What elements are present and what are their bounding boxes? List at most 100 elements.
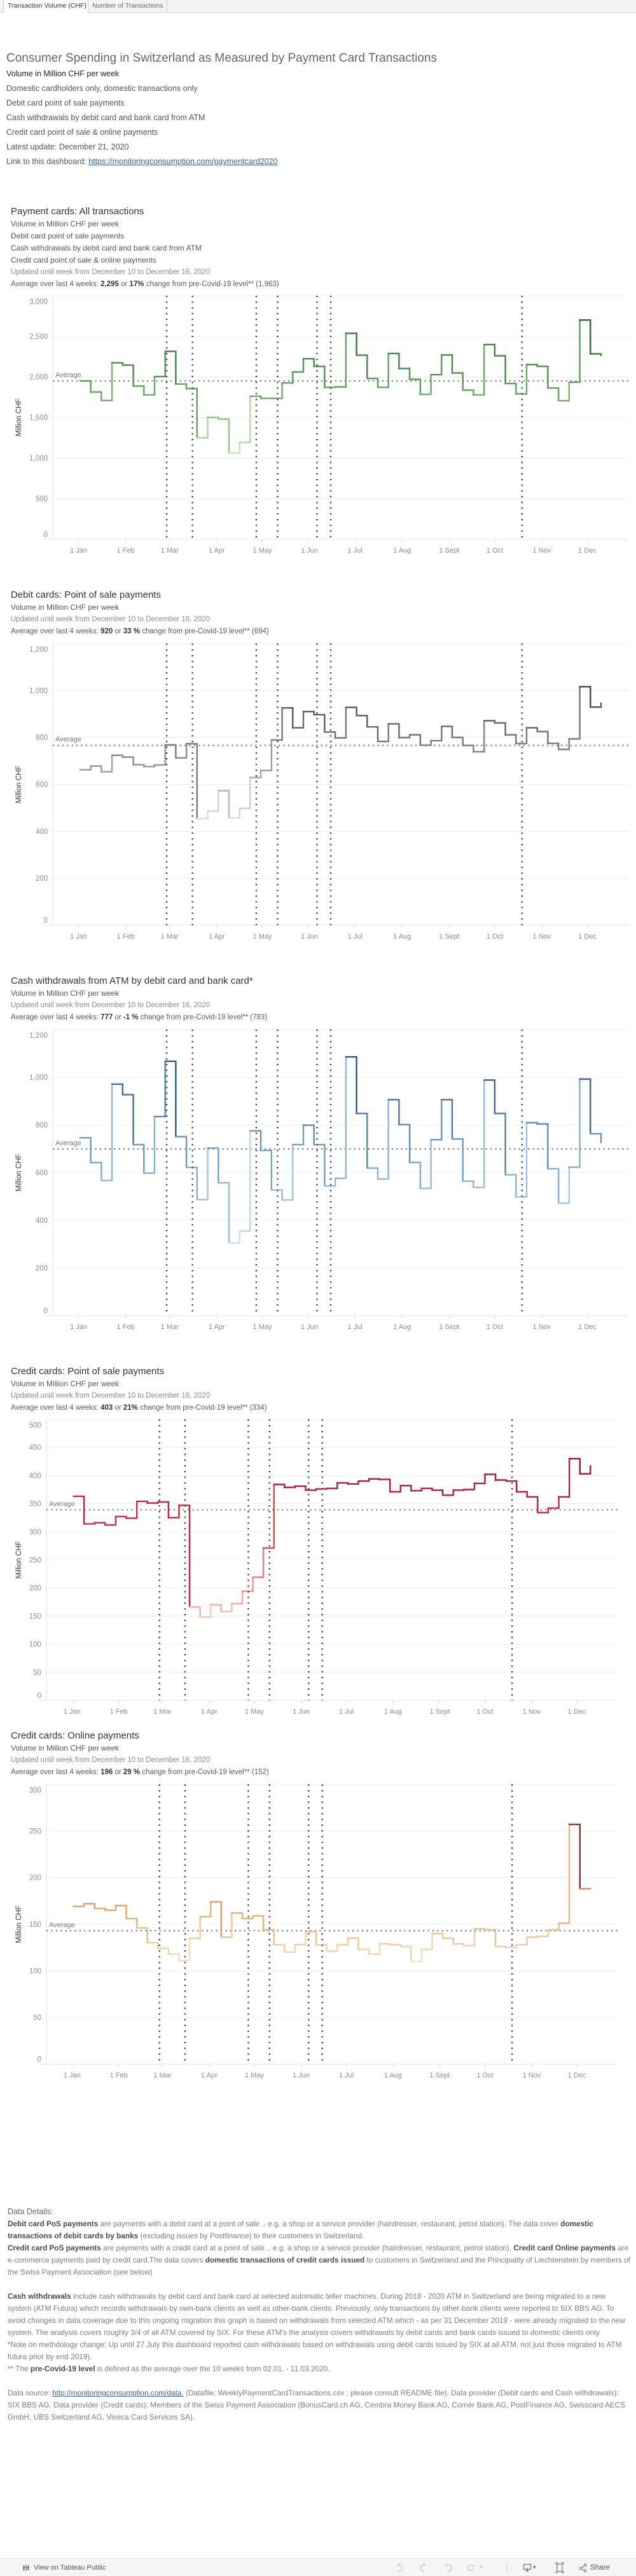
series-step-segment — [132, 764, 145, 768]
y-tick-label: 2,000 — [29, 374, 48, 382]
series-step-segment — [207, 417, 219, 420]
summary-suffix: change from pre-Covid-19 level** (783) — [138, 1014, 268, 1021]
series-step-segment — [569, 1457, 581, 1475]
series-step-segment — [526, 1496, 539, 1513]
series-step-segment — [114, 1515, 127, 1519]
series-step-segment — [207, 1147, 219, 1184]
series-step-segment — [281, 707, 294, 729]
y-tick-label: 200 — [29, 1585, 41, 1592]
series-step-segment — [398, 1124, 411, 1164]
refresh-dropdown-caret[interactable]: ▾ — [480, 2564, 483, 2570]
x-tick-label: 1 Jan — [70, 933, 87, 940]
series-step-segment — [238, 396, 251, 443]
series-step-segment — [430, 354, 443, 376]
tab-transaction-volume[interactable]: Transaction Volume (CHF) — [3, 0, 88, 13]
y-axis-title: Million CHF — [15, 399, 23, 436]
series-step-segment — [252, 1915, 265, 1931]
series-step-segment — [125, 1918, 138, 1929]
series-step-segment — [408, 1161, 422, 1189]
undo-button[interactable] — [395, 2559, 404, 2576]
x-tick-label: 1 May — [253, 547, 272, 554]
share-button[interactable]: Share — [579, 2559, 610, 2576]
x-tick-label: 1 Feb — [117, 547, 135, 554]
y-tick-label: 0 — [38, 1692, 41, 1700]
series-step-segment — [294, 1931, 307, 1946]
dashboard-link-prefix: Link to this dashboard: — [6, 157, 89, 166]
series-step-segment — [442, 1489, 454, 1496]
last-4-weeks-average: 196 — [100, 1768, 113, 1776]
y-tick-label: 200 — [36, 1265, 48, 1272]
x-tick-label: 1 Sept — [439, 547, 459, 554]
series-step-segment — [302, 358, 315, 368]
series-step-segment — [121, 1094, 134, 1146]
last-4-weeks-average: 403 — [100, 1404, 113, 1412]
redo-button[interactable] — [419, 2559, 428, 2576]
series-step-segment — [196, 417, 209, 439]
dashboard-link[interactable]: https://monitoringconsumption.com/paymen… — [88, 157, 278, 166]
series-step-segment — [199, 1901, 212, 1918]
chart-header-credit-online: Credit cards: Online payments Volume in … — [11, 1730, 269, 1779]
series-step-segment — [207, 790, 219, 812]
series-step-segment — [494, 1946, 507, 1948]
series-step-segment — [292, 358, 305, 373]
series-step-segment — [178, 1937, 191, 1962]
series-step-segment — [175, 743, 188, 759]
y-tick-label: 450 — [29, 1444, 41, 1452]
download-dropdown-caret[interactable]: ▾ — [533, 2564, 536, 2570]
series-step-segment — [146, 1501, 159, 1504]
series-step-segment — [241, 1576, 254, 1592]
series-step-segment — [305, 1931, 317, 1946]
series-step-segment — [451, 736, 464, 747]
chart-header-cash-withdrawals: Cash withdrawals from ATM by debit card … — [11, 975, 267, 1024]
series-step-segment — [451, 1138, 464, 1182]
series-step-segment — [111, 362, 123, 366]
details-precovid-definition: ** The pre-Covid-19 level is defined as … — [8, 2363, 631, 2375]
series-step-segment — [231, 1912, 244, 1920]
series-step-segment — [547, 387, 560, 402]
x-tick-label: 1 May — [245, 2072, 264, 2079]
x-tick-label: 1 Dec — [568, 2072, 586, 2079]
data-source-link[interactable]: http://monitoringconsumption.com/data. — [52, 2388, 184, 2397]
x-tick-label: 1 Oct — [476, 1708, 493, 1716]
download-button[interactable]: ▾ — [523, 2559, 536, 2576]
series-step-segment — [136, 1500, 148, 1504]
y-tick-label: 400 — [36, 1217, 48, 1225]
fullscreen-button[interactable] — [555, 2559, 564, 2576]
x-tick-label: 1 Feb — [117, 933, 135, 940]
last-4-weeks-average: 2,295 — [100, 280, 119, 288]
summary-suffix: change from pre-Covid-19 level** (1,963) — [144, 280, 279, 288]
series-step-segment — [568, 319, 581, 383]
series-step-segment — [188, 1916, 201, 1939]
series-step-segment — [345, 333, 357, 356]
summary-connector: or — [113, 1768, 123, 1776]
series-step-segment — [196, 810, 209, 820]
dashboard-title: Consumer Spending in Switzerland as Meas… — [6, 52, 437, 65]
y-tick-label: 1,500 — [29, 415, 48, 422]
series-step-segment — [220, 1912, 233, 1938]
series-step-segment — [568, 685, 581, 740]
series-step-segment — [228, 1230, 240, 1244]
revert-button[interactable] — [444, 2559, 453, 2576]
series-step-segment — [175, 383, 188, 390]
series-step-segment — [93, 1907, 106, 1911]
refresh-button[interactable]: ▾ — [466, 2559, 483, 2576]
chart-subtitle: Credit card point of sale & online payme… — [11, 256, 156, 265]
x-tick-label: 1 Sept — [439, 1323, 459, 1331]
view-on-tableau-public-button[interactable]: View on Tableau Public — [22, 2559, 106, 2576]
y-tick-label: 250 — [29, 1557, 41, 1564]
series-step-segment — [153, 1060, 166, 1118]
series-step-segment — [366, 726, 379, 743]
series-step-segment — [104, 1904, 117, 1911]
x-tick-label: 1 Jan — [70, 547, 87, 554]
series-step-segment — [378, 1943, 391, 1946]
tab-number-of-transactions[interactable]: Number of Transactions — [88, 0, 167, 12]
series-step-segment — [494, 355, 506, 385]
series-step-segment — [136, 1927, 148, 1944]
change-percent: -1 % — [123, 1014, 139, 1021]
chart-plot-all-transactions: 0 500 1,000 1,500 2,000 2,500 3,000 1 Jan 1 Feb 1… — [15, 295, 628, 554]
summary-connector: or — [113, 1404, 123, 1412]
tableau-logo-icon — [22, 2563, 31, 2572]
series-step-segment — [347, 1480, 359, 1485]
series-step-segment — [263, 1929, 275, 1946]
series-step-segment — [164, 1060, 177, 1138]
